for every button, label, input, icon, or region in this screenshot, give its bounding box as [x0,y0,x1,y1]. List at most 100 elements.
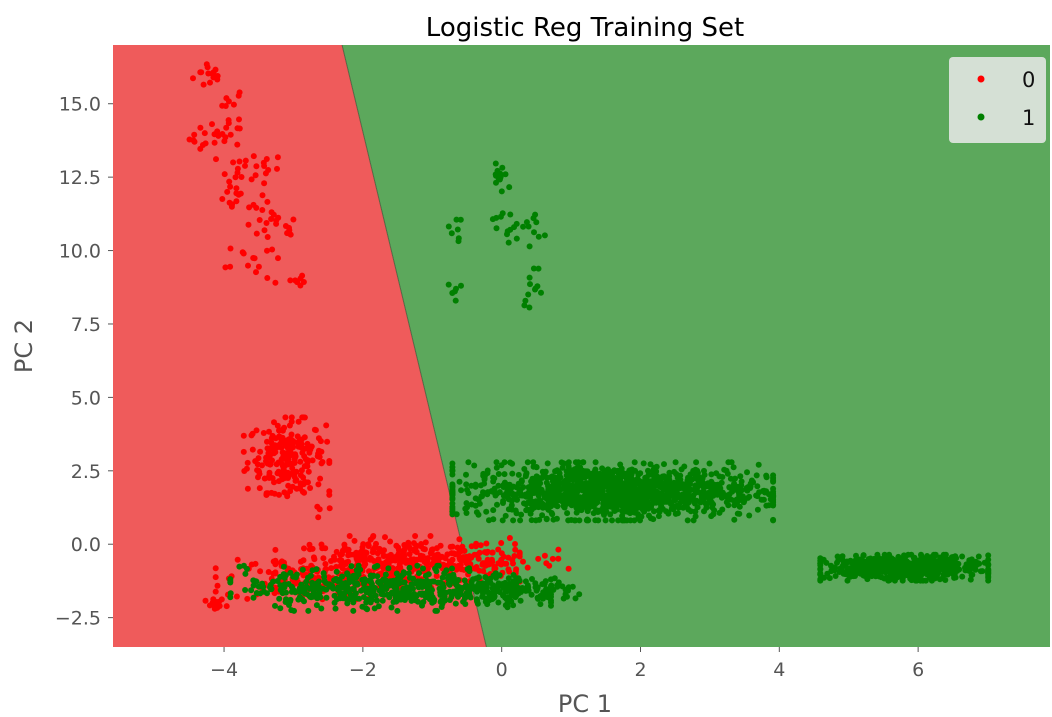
data-point-class-0 [424,557,431,564]
data-point-class-0 [428,546,435,553]
data-point-class-1 [763,502,770,509]
data-point-class-0 [207,79,213,86]
data-point-class-0 [233,593,240,600]
data-point-class-0 [306,541,313,548]
data-point-class-0 [232,174,239,181]
data-point-class-1 [708,471,715,478]
data-point-class-1 [500,482,507,488]
data-point-class-0 [230,159,237,166]
data-point-class-0 [253,204,260,211]
data-point-class-1 [656,508,663,515]
data-point-class-0 [278,436,285,443]
data-point-class-1 [686,499,692,506]
data-point-class-0 [417,556,424,563]
y-tick-label: 0.0 [71,534,101,556]
data-point-class-0 [285,482,292,489]
data-point-class-0 [455,562,462,569]
data-point-class-1 [510,492,517,499]
data-point-class-1 [522,473,529,480]
series-1-points [227,160,992,614]
data-point-class-1 [345,588,352,595]
data-point-class-0 [221,138,228,145]
data-point-class-1 [382,571,389,578]
data-point-class-1 [650,516,657,523]
data-point-class-0 [381,547,387,554]
data-point-class-0 [483,540,490,547]
data-point-class-1 [463,500,470,507]
data-point-class-1 [505,239,512,246]
data-point-class-1 [499,210,506,217]
data-point-class-1 [595,517,602,524]
data-point-class-1 [572,595,579,602]
data-point-class-0 [265,167,272,173]
data-point-class-1 [688,508,694,515]
data-point-class-0 [244,459,251,466]
data-point-class-1 [938,565,945,572]
data-point-class-1 [490,516,497,523]
data-point-class-1 [533,464,540,471]
data-point-class-1 [443,567,450,574]
data-point-class-1 [577,476,584,483]
data-point-class-1 [390,599,397,605]
data-point-class-1 [888,572,895,579]
data-point-class-1 [745,494,751,501]
data-point-class-0 [393,542,400,549]
data-point-class-1 [310,590,317,597]
data-point-class-0 [272,546,279,553]
data-point-class-0 [271,590,278,597]
data-point-class-1 [555,492,562,499]
data-point-class-1 [289,585,296,591]
data-point-class-1 [350,607,357,614]
data-point-class-0 [351,537,358,544]
data-point-class-0 [301,414,308,421]
y-tick-label: 2.5 [71,461,101,483]
data-point-class-0 [365,543,372,549]
data-point-class-0 [284,461,291,468]
data-point-class-1 [646,512,652,519]
data-point-class-1 [493,574,499,581]
data-point-class-1 [631,484,638,491]
data-point-class-0 [309,457,316,464]
data-point-class-1 [482,574,489,581]
data-point-class-1 [653,463,660,470]
data-point-class-1 [323,594,330,601]
data-point-class-1 [734,510,741,517]
data-point-class-1 [473,575,480,582]
data-point-class-1 [348,563,355,570]
data-point-class-1 [731,502,738,509]
data-point-class-1 [286,602,292,608]
data-point-class-1 [461,577,468,584]
data-point-class-1 [629,467,636,474]
data-point-class-1 [685,485,692,492]
data-point-class-1 [864,563,871,569]
data-point-class-1 [589,486,596,493]
data-point-class-1 [572,459,579,466]
data-point-class-0 [287,231,294,238]
data-point-class-0 [222,103,229,109]
data-point-class-1 [627,501,633,508]
data-point-class-1 [533,498,539,505]
data-point-class-0 [492,565,499,572]
data-point-class-0 [555,546,562,553]
data-point-class-0 [296,485,303,492]
data-point-class-1 [612,498,619,504]
data-point-class-1 [551,575,558,582]
data-point-class-0 [266,474,273,481]
y-axis: −2.5 0.0 2.5 5.0 7.5 10.0 12.5 15.0 [55,94,113,630]
data-point-class-0 [288,414,295,421]
data-point-class-0 [211,139,218,146]
data-point-class-1 [464,486,470,493]
data-point-class-0 [233,198,240,205]
data-point-class-1 [463,471,469,478]
data-point-class-1 [826,575,833,582]
data-point-class-0 [274,154,281,161]
data-point-class-1 [448,594,455,601]
data-point-class-0 [433,573,440,579]
data-point-class-1 [738,482,745,489]
data-point-class-1 [277,605,284,612]
data-point-class-1 [401,597,408,603]
data-point-class-1 [572,474,579,481]
data-point-class-1 [590,510,597,517]
data-point-class-0 [512,541,518,547]
data-point-class-1 [566,476,573,483]
